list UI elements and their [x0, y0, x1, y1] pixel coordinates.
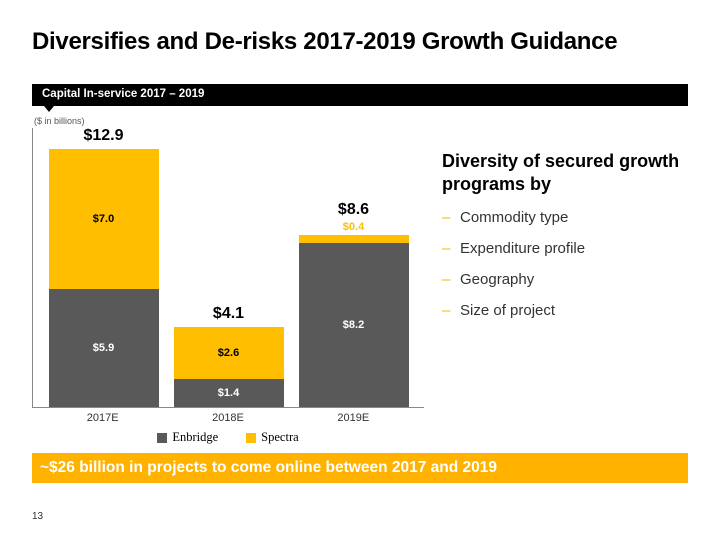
bullet-text: Expenditure profile: [460, 240, 585, 257]
bullet-dash-icon: –: [442, 240, 450, 257]
bullet-item: –Size of project: [442, 302, 688, 319]
stacked-bar-chart: $5.9$7.0$12.9$1.4$2.6$4.1$8.2$0.4$8.6: [32, 128, 424, 408]
bullet-dash-icon: –: [442, 271, 450, 288]
bullet-text: Size of project: [460, 302, 555, 319]
x-tick-label: 2019E: [298, 412, 408, 424]
legend-item: Spectra: [246, 430, 298, 445]
bar-total-label: $4.1: [174, 305, 284, 323]
x-axis-labels: 2017E 2018E 2019E: [32, 412, 424, 424]
units-note: ($ in billions): [34, 116, 688, 126]
bar-total-label: $8.6: [299, 201, 409, 219]
right-column: Diversity of secured growth programs by …: [442, 128, 688, 445]
bullet-dash-icon: –: [442, 209, 450, 226]
page-number: 13: [32, 511, 43, 522]
legend-item: Enbridge: [157, 430, 218, 445]
bar-segment-spectra: [299, 235, 409, 243]
slide-title: Diversifies and De-risks 2017-2019 Growt…: [32, 28, 688, 56]
bullet-text: Commodity type: [460, 209, 568, 226]
bullet-item: –Geography: [442, 271, 688, 288]
legend-label: Spectra: [261, 430, 298, 445]
bullet-item: –Expenditure profile: [442, 240, 688, 257]
x-tick-label: 2017E: [48, 412, 158, 424]
bar-segment-label: $0.4: [299, 221, 409, 233]
bullet-dash-icon: –: [442, 302, 450, 319]
section-bar: Capital In-service 2017 – 2019: [32, 84, 688, 106]
x-tick-label: 2018E: [173, 412, 283, 424]
chart-column: $5.9$7.0$12.9$1.4$2.6$4.1$8.2$0.4$8.6 20…: [32, 128, 424, 445]
bar-group: $5.9$7.0$12.9: [49, 149, 159, 407]
bar-segment-enbridge: $8.2: [299, 243, 409, 407]
bar-segment-enbridge: $5.9: [49, 289, 159, 407]
diversity-heading: Diversity of secured growth programs by: [442, 150, 688, 195]
bar-segment-enbridge: $1.4: [174, 379, 284, 407]
bullet-text: Geography: [460, 271, 534, 288]
bar-total-label: $12.9: [49, 127, 159, 145]
legend-swatch: [246, 433, 256, 443]
footer-banner: ~$26 billion in projects to come online …: [32, 453, 688, 483]
bullet-item: –Commodity type: [442, 209, 688, 226]
bar-group: $1.4$2.6$4.1: [174, 327, 284, 407]
content-row: $5.9$7.0$12.9$1.4$2.6$4.1$8.2$0.4$8.6 20…: [32, 128, 688, 445]
bullet-list: –Commodity type–Expenditure profile–Geog…: [442, 209, 688, 319]
bar-segment-spectra: $2.6: [174, 327, 284, 379]
bar-group: $8.2$0.4$8.6: [299, 235, 409, 407]
bar-segment-spectra: $7.0: [49, 149, 159, 289]
legend-label: Enbridge: [172, 430, 218, 445]
legend-swatch: [157, 433, 167, 443]
chart-legend: Enbridge Spectra: [32, 430, 424, 445]
